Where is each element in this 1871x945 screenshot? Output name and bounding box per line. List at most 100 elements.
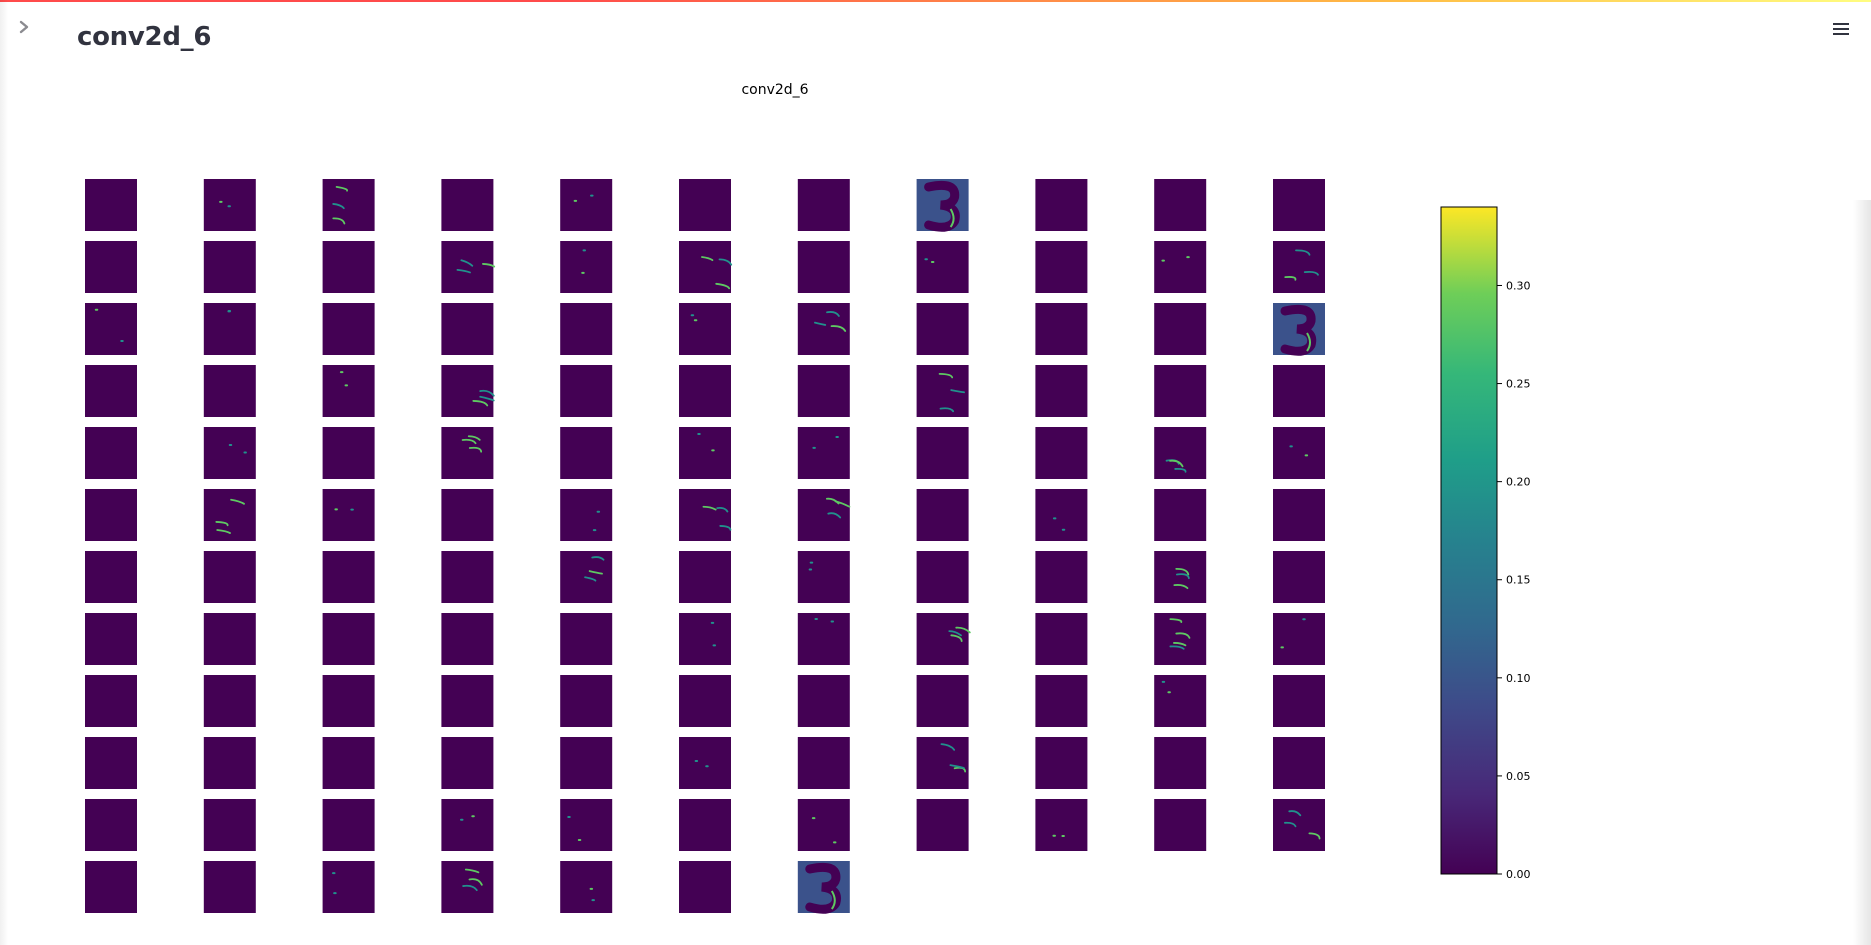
feature-map-tile bbox=[797, 737, 850, 789]
feature-map-background bbox=[85, 427, 137, 479]
feature-map-tile bbox=[322, 613, 375, 665]
activation-stroke bbox=[472, 400, 489, 407]
activation-stroke bbox=[591, 556, 605, 561]
activation-stroke bbox=[1303, 270, 1319, 276]
sidebar-toggle-button[interactable] bbox=[14, 16, 34, 38]
feature-map-background bbox=[1154, 303, 1207, 355]
feature-map-tile bbox=[560, 489, 613, 541]
feature-map-background bbox=[322, 489, 375, 541]
feature-map-tile bbox=[203, 861, 256, 913]
feature-map-background bbox=[679, 737, 731, 789]
feature-map-tile bbox=[797, 427, 850, 479]
colorbar-ticks: 0.00 0.05 0.10 0.15 0.20 0.25 0.30 bbox=[1497, 279, 1531, 881]
activation-stroke bbox=[948, 630, 962, 637]
feature-map-tile bbox=[85, 179, 137, 231]
feature-map-background bbox=[322, 427, 375, 479]
activation-stroke bbox=[462, 884, 478, 892]
feature-map-tile bbox=[679, 489, 732, 541]
feature-map-tile bbox=[1154, 613, 1207, 665]
feature-map-tile bbox=[322, 737, 375, 789]
feature-map-background bbox=[797, 613, 850, 665]
feature-map-tile bbox=[441, 179, 494, 231]
activation-stroke bbox=[940, 743, 956, 751]
feature-map-background bbox=[560, 489, 613, 541]
feature-map-background bbox=[1035, 675, 1088, 727]
activation-stroke bbox=[230, 498, 245, 505]
activation-stroke bbox=[830, 890, 836, 910]
activation-stroke bbox=[215, 521, 229, 527]
feature-map-tile bbox=[1035, 551, 1088, 603]
feature-map-background bbox=[1154, 737, 1207, 789]
feature-map-background bbox=[85, 303, 137, 355]
feature-map-background bbox=[85, 179, 137, 231]
feature-map-background bbox=[797, 675, 850, 727]
feature-map-tile bbox=[1273, 489, 1325, 541]
activation-stroke bbox=[715, 282, 731, 290]
feature-map-tile bbox=[560, 241, 613, 293]
feature-map-tile bbox=[85, 737, 137, 789]
feature-map-background bbox=[679, 179, 731, 231]
feature-map-tile bbox=[916, 489, 969, 541]
feature-map-background bbox=[797, 799, 850, 851]
feature-map-background bbox=[1273, 799, 1325, 851]
feature-map-tile bbox=[322, 241, 375, 293]
feature-map-background bbox=[1035, 303, 1088, 355]
colorbar-tick-label: 0.00 bbox=[1506, 868, 1531, 881]
feature-map-tile bbox=[797, 489, 851, 541]
feature-map-tile bbox=[679, 427, 731, 479]
feature-map-background bbox=[1154, 241, 1207, 293]
feature-map-background bbox=[1035, 241, 1088, 293]
feature-map-background bbox=[1035, 365, 1088, 417]
feature-map-background bbox=[441, 799, 494, 851]
main-menu-button[interactable] bbox=[1830, 18, 1852, 40]
feature-map-tile bbox=[1154, 551, 1207, 603]
activation-stroke bbox=[1173, 642, 1187, 647]
activation-stroke bbox=[938, 372, 954, 379]
activation-stroke bbox=[1175, 632, 1191, 639]
digit-silhouette bbox=[805, 862, 841, 914]
feature-map-background bbox=[560, 303, 613, 355]
activation-stroke bbox=[468, 878, 483, 886]
feature-map-background bbox=[441, 613, 494, 665]
feature-map-tile bbox=[1035, 799, 1088, 851]
activation-stroke bbox=[588, 570, 603, 575]
feature-map-tile bbox=[85, 861, 137, 913]
activation-stroke bbox=[1295, 249, 1311, 256]
feature-map-background bbox=[560, 365, 613, 417]
feature-map-tile bbox=[916, 675, 969, 727]
hamburger-menu-icon bbox=[1833, 23, 1849, 35]
feature-map-background bbox=[1154, 799, 1207, 851]
feature-map-background bbox=[1273, 551, 1325, 603]
feature-map-tile bbox=[1035, 675, 1088, 727]
feature-map-tile bbox=[441, 427, 494, 479]
feature-map-tile bbox=[560, 427, 613, 479]
activation-stroke bbox=[955, 626, 971, 634]
feature-map-tile bbox=[560, 365, 613, 417]
activation-stroke bbox=[584, 576, 597, 582]
feature-map-tile bbox=[441, 737, 494, 789]
feature-map-background bbox=[797, 551, 850, 603]
feature-map-tile bbox=[1035, 427, 1088, 479]
feature-map-tile bbox=[560, 737, 613, 789]
feature-map-background bbox=[441, 675, 494, 727]
feature-map-tile bbox=[441, 613, 494, 665]
feature-map-tile bbox=[679, 675, 731, 727]
feature-map-background bbox=[1273, 489, 1325, 541]
feature-map-tile bbox=[1154, 303, 1207, 355]
feature-map-background bbox=[679, 675, 731, 727]
feature-map-tile bbox=[679, 737, 731, 789]
activation-stroke bbox=[1284, 276, 1297, 281]
feature-map-tile bbox=[85, 241, 137, 293]
feature-map-tile bbox=[797, 675, 850, 727]
activation-stroke bbox=[332, 217, 346, 225]
feature-map-tile bbox=[1035, 613, 1088, 665]
feature-map-tile bbox=[560, 799, 613, 851]
activation-stroke bbox=[1169, 459, 1184, 468]
feature-map-tile bbox=[203, 241, 256, 293]
feature-map-tile bbox=[560, 861, 613, 913]
feature-map-tile bbox=[441, 551, 494, 603]
feature-map-tile bbox=[85, 551, 137, 603]
activation-stroke bbox=[949, 764, 965, 769]
feature-map-background bbox=[85, 613, 137, 665]
digit-silhouette bbox=[924, 180, 960, 232]
